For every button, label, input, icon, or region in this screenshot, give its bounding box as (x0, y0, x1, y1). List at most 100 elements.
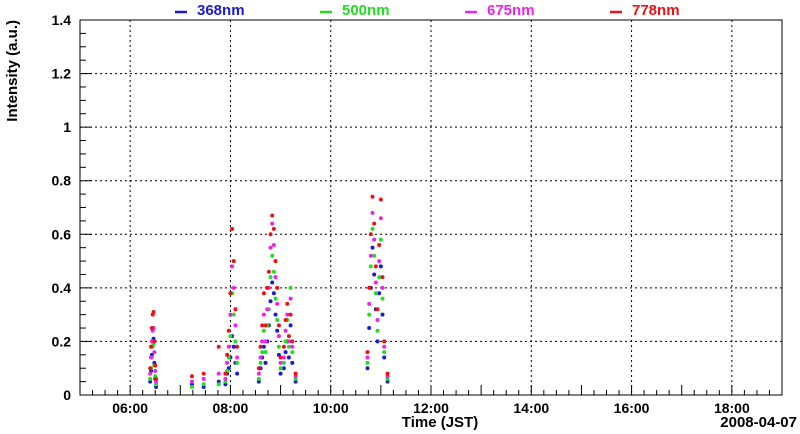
data-point-778nm (153, 363, 158, 368)
axis-ticks-layer: 06:00 08:00 10:00 12:00 14:00 16:00 18:00 0 0.2 0… (52, 12, 783, 416)
data-point-675nm (286, 339, 291, 344)
data-point-500nm (286, 344, 291, 349)
data-point-500nm (258, 360, 263, 365)
data-point-368nm (377, 291, 382, 296)
y-tick-label: 0.2 (52, 333, 72, 349)
x-tick-label: 18:00 (714, 400, 750, 416)
data-point-500nm (372, 253, 377, 258)
data-point-778nm (149, 344, 154, 349)
data-point-778nm (281, 344, 286, 349)
data-point-778nm (275, 285, 280, 290)
data-point-778nm (380, 275, 385, 280)
data-point-778nm (226, 328, 231, 333)
data-point-500nm (263, 350, 268, 355)
data-point-675nm (148, 371, 153, 376)
data-point-500nm (261, 328, 266, 333)
data-point-675nm (281, 355, 286, 360)
data-point-368nm (367, 326, 372, 331)
data-point-368nm (261, 344, 266, 349)
data-point-500nm (288, 285, 293, 290)
data-point-778nm (266, 269, 271, 274)
data-point-778nm (152, 339, 157, 344)
data-point-368nm (263, 360, 268, 365)
data-point-675nm (228, 312, 233, 317)
data-point-675nm (270, 221, 275, 226)
data-point-675nm (261, 312, 266, 317)
data-point-675nm (235, 355, 240, 360)
y-tick-label: 0 (63, 387, 71, 403)
data-point-368nm (235, 371, 240, 376)
legend-label: 368nm (197, 2, 245, 19)
data-point-778nm (216, 344, 221, 349)
legend-label: 500nm (342, 2, 390, 19)
data-point-675nm (268, 245, 273, 250)
data-point-675nm (260, 339, 265, 344)
data-point-675nm (231, 285, 236, 290)
data-point-675nm (271, 243, 276, 247)
y-tick-label: 0.4 (52, 280, 72, 296)
data-point-368nm (382, 355, 387, 360)
data-point-675nm (265, 307, 270, 312)
x-tick-label: 14:00 (513, 400, 549, 416)
data-point-368nm (268, 299, 273, 304)
data-point-778nm (382, 339, 387, 344)
data-point-368nm (286, 355, 291, 360)
data-point-500nm (273, 296, 278, 301)
data-point-500nm (256, 376, 261, 381)
y-tick-label: 1.2 (52, 66, 72, 82)
data-point-368nm (370, 245, 375, 250)
data-point-675nm (273, 275, 278, 280)
data-point-368nm (270, 280, 275, 285)
y-tick-label: 1 (63, 119, 71, 135)
x-axis-title: Time (JST) (402, 414, 478, 431)
data-point-500nm (216, 382, 221, 387)
data-point-778nm (286, 334, 291, 339)
data-point-368nm (375, 339, 380, 344)
data-point-778nm (149, 326, 154, 331)
data-point-778nm (271, 226, 276, 231)
data-point-368nm (281, 366, 286, 371)
data-point-500nm (275, 318, 280, 322)
data-point-500nm (235, 360, 240, 365)
data-point-500nm (378, 237, 383, 242)
data-point-675nm (290, 344, 295, 349)
data-point-500nm (380, 296, 385, 301)
data-point-368nm (231, 344, 236, 349)
data-point-778nm (377, 243, 382, 247)
data-point-778nm (151, 309, 156, 314)
data-point-778nm (293, 371, 298, 376)
data-point-368nm (278, 371, 283, 376)
data-point-675nm (373, 280, 378, 285)
data-point-675nm (152, 350, 157, 355)
data-point-778nm (370, 194, 375, 199)
data-point-675nm (223, 376, 228, 381)
data-point-368nm (283, 350, 288, 355)
legend-label: 675nm (487, 2, 535, 19)
data-point-500nm (270, 253, 275, 258)
data-point-675nm (230, 264, 235, 269)
data-point-778nm (288, 312, 293, 317)
data-point-368nm (372, 272, 377, 277)
data-point-778nm (273, 259, 278, 264)
x-tick-label: 08:00 (213, 400, 249, 416)
data-point-675nm (380, 285, 385, 290)
data-point-368nm (378, 264, 383, 269)
legend: 368nm 500nm 675nm 778nm (175, 2, 680, 19)
data-point-675nm (372, 237, 377, 242)
data-point-368nm (365, 366, 370, 371)
data-point-778nm (265, 285, 270, 290)
data-point-778nm (276, 323, 281, 328)
data-point-675nm (367, 301, 372, 306)
y-axis-title: Intensity (a.u.) (4, 20, 21, 122)
data-point-778nm (256, 366, 261, 371)
data-point-368nm (275, 328, 280, 333)
data-point-778nm (278, 355, 283, 360)
data-point-500nm (283, 339, 288, 344)
data-point-675nm (216, 371, 221, 376)
data-point-778nm (375, 307, 380, 312)
data-point-500nm (373, 291, 378, 296)
data-point-675nm (377, 259, 382, 264)
x-tick-label: 10:00 (313, 400, 349, 416)
legend-label: 778nm (632, 2, 680, 19)
